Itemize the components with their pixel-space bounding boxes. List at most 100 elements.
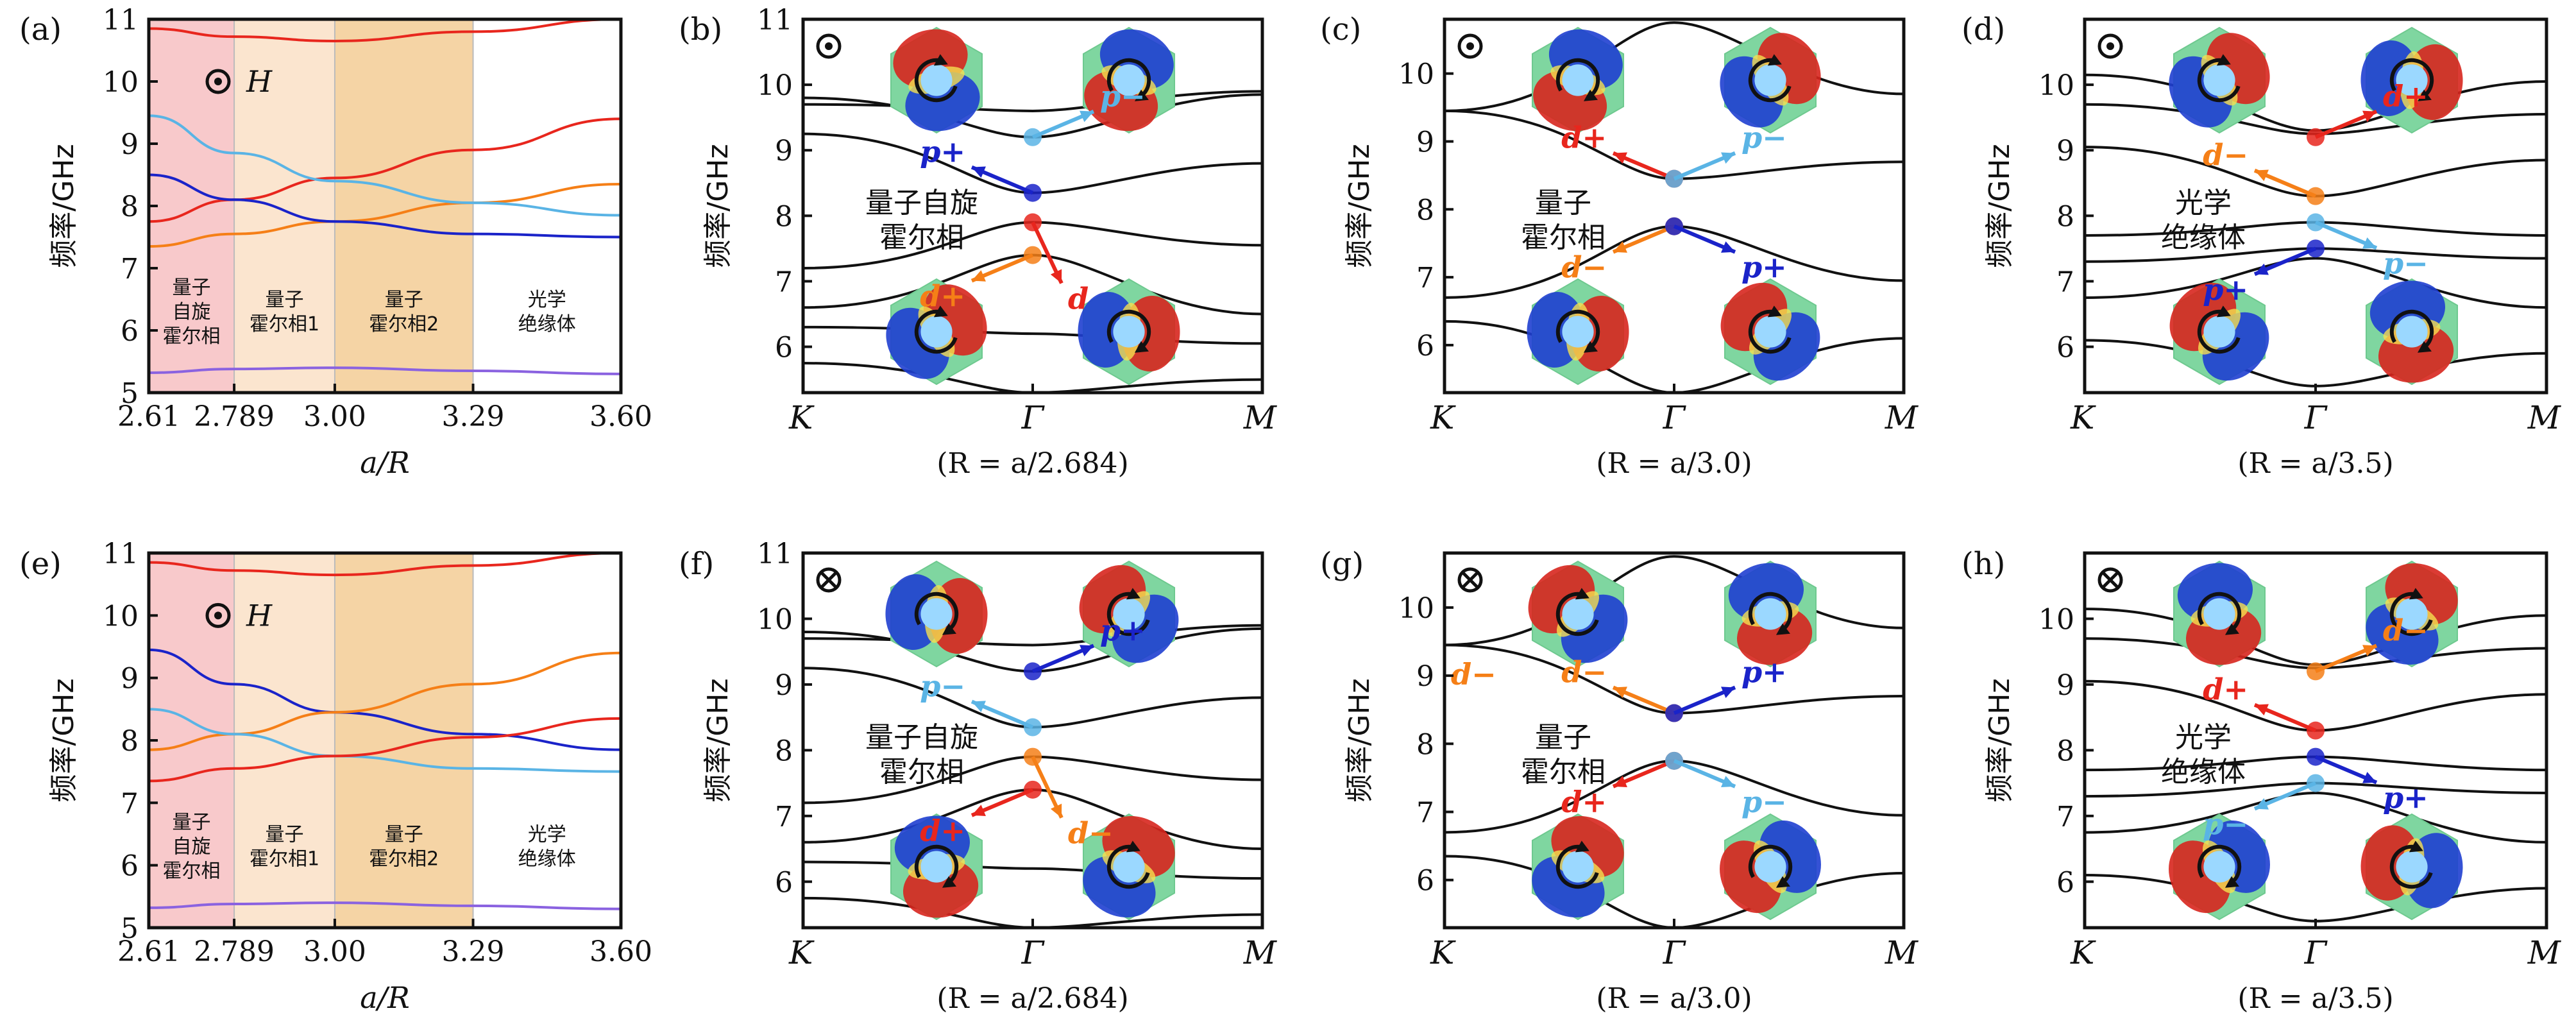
magnet-ring bbox=[816, 33, 842, 59]
magnet-ring bbox=[2097, 567, 2123, 593]
rotation-arrowhead bbox=[1583, 341, 1598, 353]
ferrite-rod bbox=[2396, 598, 2428, 630]
mode-label: d+ bbox=[2383, 79, 2428, 114]
mode-profile-hexagon bbox=[2169, 26, 2270, 134]
mode-label: p+ bbox=[2383, 781, 2428, 815]
band-line bbox=[1444, 643, 1904, 715]
y-tick-label: 10 bbox=[757, 69, 793, 102]
panel-label: (c) bbox=[1320, 12, 1361, 47]
y-tick-label: 9 bbox=[775, 669, 793, 702]
mode-arrowhead bbox=[1613, 152, 1627, 164]
mode-profile-hexagon bbox=[2169, 813, 2270, 921]
band-line bbox=[2084, 339, 2547, 388]
mode-profile-hexagon bbox=[1079, 560, 1179, 668]
k-point-label: M bbox=[1885, 399, 1919, 436]
y-tick-label: 9 bbox=[1416, 660, 1434, 693]
k-point-label: Γ bbox=[1663, 934, 1687, 971]
y-tick-label: 10 bbox=[1398, 58, 1434, 91]
rotation-arrow bbox=[2389, 844, 2433, 889]
y-tick-label: 11 bbox=[103, 538, 139, 570]
mode-label: d− bbox=[1068, 816, 1114, 851]
rotation-arrowhead bbox=[2224, 876, 2239, 888]
y-tick-label: 5 bbox=[121, 377, 139, 410]
field-label: H bbox=[246, 598, 273, 633]
band-line bbox=[1444, 555, 1904, 647]
magnet-dot bbox=[825, 42, 833, 50]
series-line bbox=[148, 366, 622, 375]
region-label: 霍尔相1 bbox=[250, 313, 319, 336]
magnet-ring bbox=[205, 69, 231, 94]
rotation-arrow bbox=[1106, 58, 1151, 98]
magnetic-field-mark: H bbox=[205, 64, 273, 99]
rotation-arrowhead bbox=[1134, 89, 1149, 101]
mode-arrowhead bbox=[1613, 686, 1627, 699]
band-line bbox=[2084, 791, 2547, 844]
y-tick-label: 6 bbox=[121, 315, 139, 348]
rotation-arrowhead bbox=[2417, 89, 2432, 101]
panel-label: (b) bbox=[679, 12, 722, 47]
mode-arrowhead bbox=[1721, 241, 1735, 253]
rotation-arrowhead bbox=[933, 305, 948, 318]
radius-caption: (R = a/3.5) bbox=[2237, 447, 2393, 480]
series-line bbox=[148, 717, 622, 783]
mode-arrowhead bbox=[2362, 237, 2377, 249]
rotation-arrowhead bbox=[1775, 623, 1790, 635]
band-line bbox=[1444, 855, 1904, 930]
ferrite-rod bbox=[2396, 851, 2428, 883]
mode-arrowhead bbox=[2362, 110, 2377, 123]
region-label: 光学 bbox=[528, 823, 566, 846]
y-tick-label: 11 bbox=[757, 538, 793, 570]
rotation-arrow bbox=[914, 844, 959, 885]
region-label: 量子 bbox=[173, 811, 211, 833]
y-tick-label: 8 bbox=[121, 725, 139, 758]
mode-label: d+ bbox=[920, 814, 965, 848]
gamma-mode-point bbox=[1024, 780, 1042, 799]
mode-label: p+ bbox=[1741, 250, 1787, 285]
mode-profile-hexagon bbox=[1724, 560, 1817, 668]
k-point-label: K bbox=[1430, 399, 1456, 436]
mode-profile-hexagon bbox=[2360, 813, 2463, 921]
mode-profile-hexagon bbox=[890, 26, 983, 134]
mode-profile-hexagon bbox=[2365, 560, 2459, 668]
band-line bbox=[2084, 257, 2547, 309]
region-label: 自旋 bbox=[173, 301, 211, 323]
gamma-mode-point bbox=[1665, 217, 1683, 235]
band-line bbox=[802, 325, 1263, 345]
mode-label: p− bbox=[1100, 79, 1146, 114]
ferrite-rod bbox=[2203, 598, 2235, 630]
mode-arrowhead bbox=[972, 701, 986, 713]
region-label: 自旋 bbox=[173, 835, 211, 858]
y-tick-label: 8 bbox=[775, 735, 793, 767]
k-point-label: K bbox=[788, 934, 815, 971]
ferrite-rod bbox=[2203, 316, 2235, 348]
mode-profile-hexagon bbox=[2173, 560, 2266, 668]
mode-arrowhead bbox=[2255, 704, 2269, 716]
region-label: 霍尔相1 bbox=[250, 848, 319, 870]
magnet-cross-b bbox=[820, 572, 837, 588]
mode-arrowhead bbox=[1050, 269, 1062, 284]
rotation-arrow bbox=[1555, 58, 1600, 98]
series-line bbox=[148, 173, 622, 239]
magnet-cross-b bbox=[2102, 572, 2119, 588]
mode-label: p+ bbox=[2203, 272, 2248, 307]
band-line bbox=[2084, 608, 2547, 667]
ferrite-rod bbox=[2203, 64, 2235, 96]
mode-label: d+ bbox=[1561, 785, 1607, 819]
rotation-arrow bbox=[914, 58, 958, 103]
y-tick-label: 9 bbox=[121, 128, 139, 161]
phase-label: 绝缘体 bbox=[2161, 221, 2246, 254]
magnet-ring bbox=[205, 602, 231, 628]
gamma-mode-point bbox=[2307, 747, 2325, 766]
phase-label: 绝缘体 bbox=[2161, 756, 2246, 788]
gamma-mode-point bbox=[2307, 128, 2325, 146]
magnet-ring bbox=[2097, 33, 2123, 59]
x-tick-label: 3.60 bbox=[589, 400, 652, 433]
region-label: 量子 bbox=[173, 277, 211, 299]
gamma-mode-point bbox=[1024, 747, 1042, 766]
mode-label: d bbox=[1068, 282, 1089, 316]
k-point-label: K bbox=[2070, 934, 2096, 971]
rotation-arrowhead bbox=[1575, 588, 1589, 600]
